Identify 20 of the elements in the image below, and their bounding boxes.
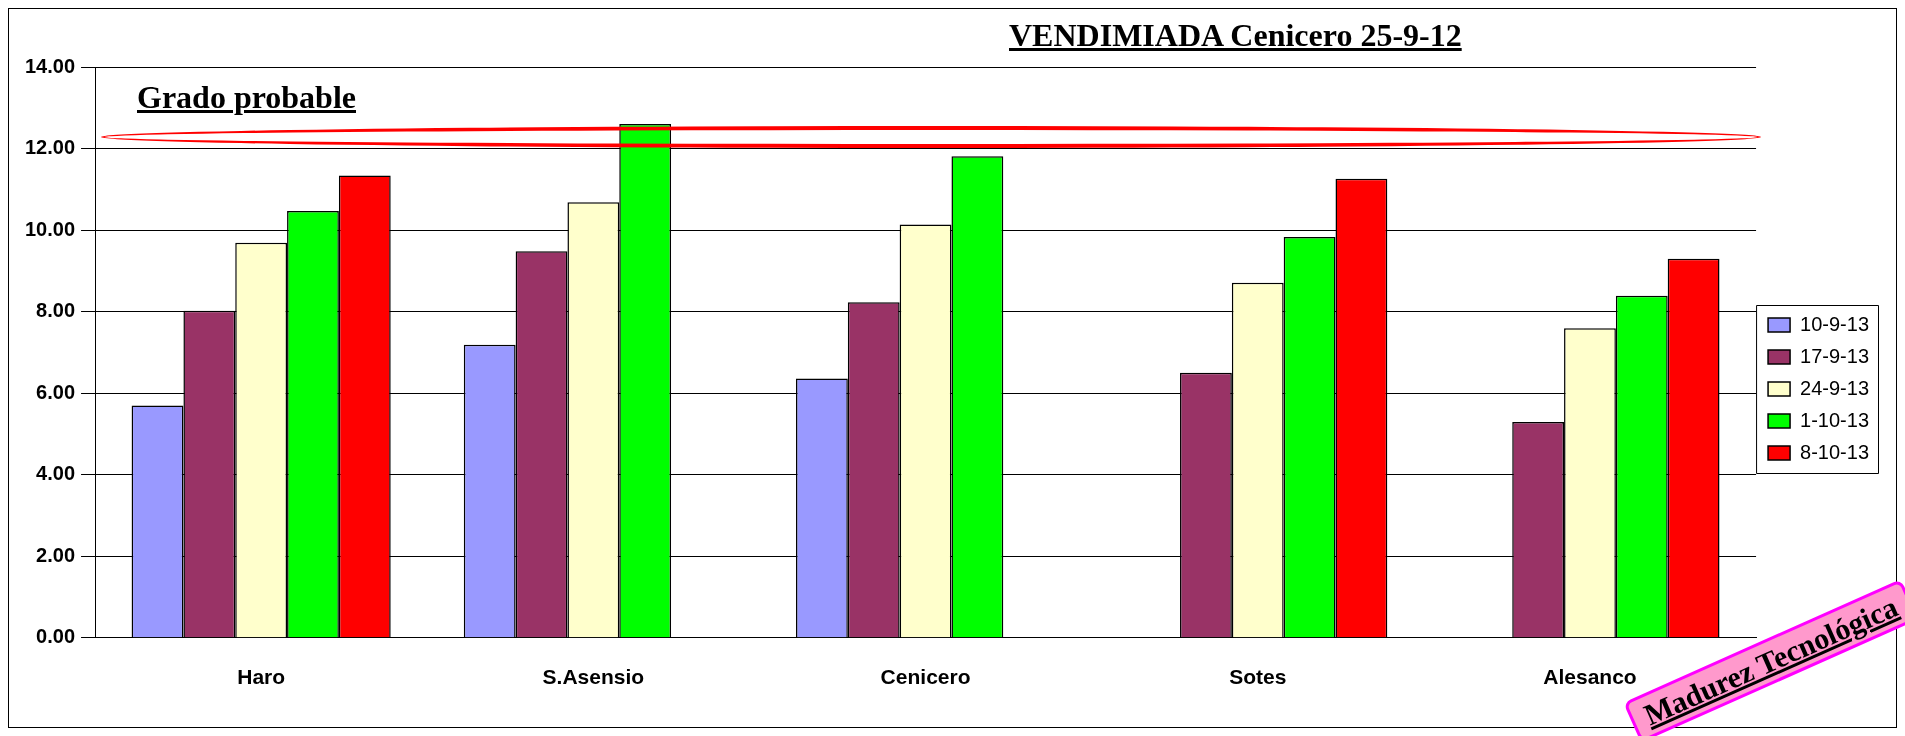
y-tick-label: 8.00 [36,299,76,322]
legend-label: 24-9-13 [1800,376,1869,399]
chart-title: VENDIMIADA Cenicero 25-9-12 [1009,17,1462,54]
x-tick-label: Sotes [1229,665,1287,689]
legend-label: 1-10-13 [1800,408,1869,431]
legend-label: 17-9-13 [1800,344,1869,367]
y-tick-label: 2.00 [36,543,76,566]
y-tick-label: 10.00 [24,217,76,240]
y-tick-label: 6.00 [36,380,76,403]
y-tick-label: 14.00 [24,54,76,77]
y-tick-label: 4.00 [36,462,76,485]
x-tick-label: S.Asensio [542,665,645,689]
annotation: Grado probable [137,79,356,116]
y-tick-label: 12.00 [24,136,76,159]
x-tick-label: Alesanco [1543,665,1637,689]
x-tick-label: Haro [237,665,286,689]
legend-label: 10-9-13 [1800,312,1869,335]
legend-label: 8-10-13 [1800,440,1869,463]
y-tick-label: 0.00 [36,625,76,648]
x-tick-label: Cenicero [880,665,971,689]
